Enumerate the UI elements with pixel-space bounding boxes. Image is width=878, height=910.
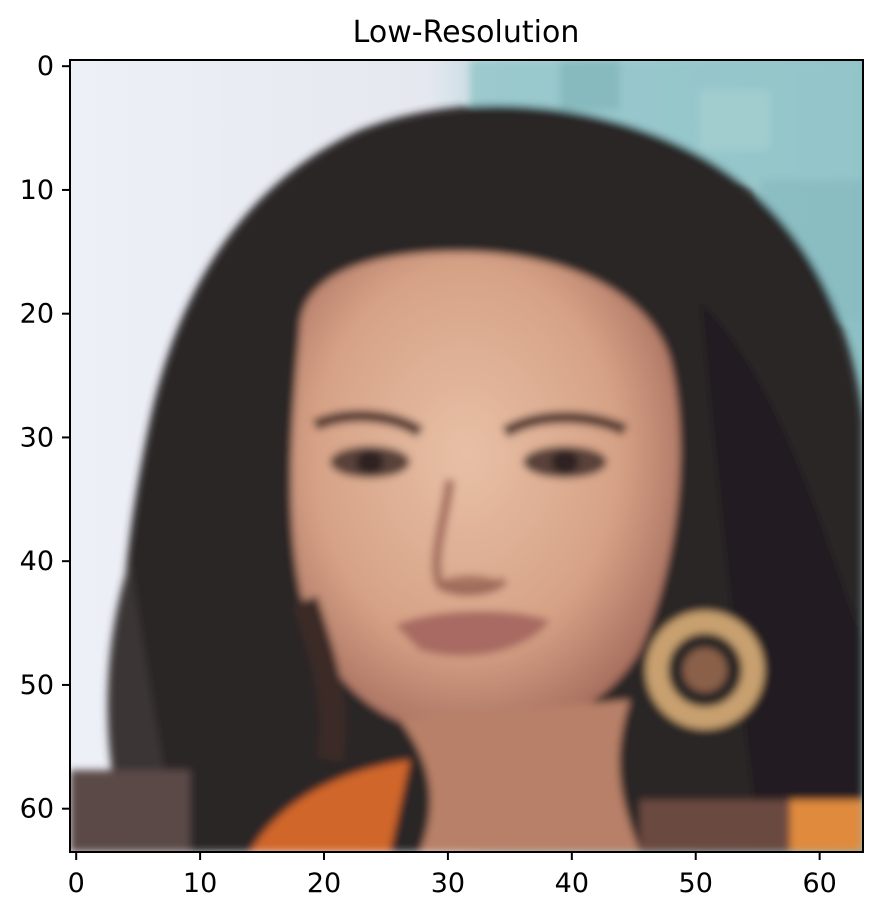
y-tick-label-30: 30 <box>20 422 54 453</box>
y-tick-label-40: 40 <box>20 546 54 577</box>
x-tick-label-10: 10 <box>183 868 217 899</box>
chart-title: Low-Resolution <box>353 15 580 50</box>
lips <box>395 610 550 656</box>
plot-frame <box>69 59 864 853</box>
x-tick-label-30: 30 <box>431 868 465 899</box>
x-tick-label-20: 20 <box>307 868 341 899</box>
neck <box>400 700 640 852</box>
low-resolution-image <box>70 60 863 852</box>
earring <box>646 611 764 729</box>
y-tick-label-60: 60 <box>20 794 54 825</box>
y-tick-label-10: 10 <box>20 175 54 206</box>
x-tick-label-40: 40 <box>555 868 589 899</box>
y-tick-label-50: 50 <box>20 670 54 701</box>
y-tick-label-0: 0 <box>37 51 54 82</box>
x-tick-label-60: 60 <box>802 868 836 899</box>
shirt <box>250 760 410 852</box>
x-tick-label-0: 0 <box>68 868 85 899</box>
axis-ticks: 0 10 20 30 40 50 60 0 10 20 30 40 50 60 <box>20 51 837 899</box>
y-tick-label-20: 20 <box>20 299 54 330</box>
face <box>291 251 680 736</box>
x-tick-label-50: 50 <box>679 868 713 899</box>
